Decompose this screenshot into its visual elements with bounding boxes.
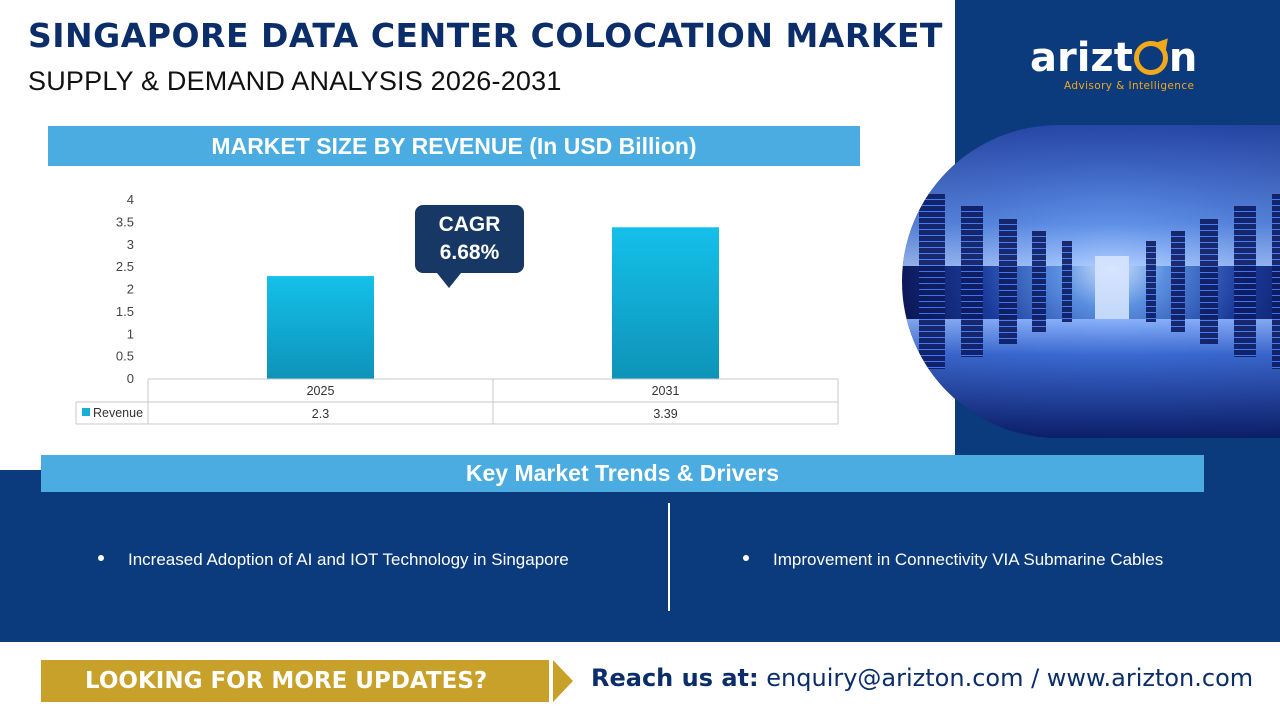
logo-text-prefix: arizt (1030, 35, 1133, 81)
contact-value[interactable]: enquiry@arizton.com / www.arizton.com (766, 664, 1254, 692)
x-category-label: 2031 (652, 384, 680, 398)
logo-target-icon (1133, 41, 1168, 75)
bullet-icon (98, 555, 104, 561)
page-title: SINGAPORE DATA CENTER COLOCATION MARKET (28, 16, 943, 55)
y-tick-label: 0 (127, 371, 134, 386)
data-value-label: 2.3 (312, 407, 329, 421)
trends-heading: Key Market Trends & Drivers (41, 455, 1204, 492)
y-tick-label: 4 (127, 192, 134, 207)
bar-2025 (267, 276, 374, 379)
x-category-label: 2025 (307, 384, 335, 398)
y-tick-label: 3.5 (116, 214, 134, 229)
y-tick-label: 2 (127, 282, 134, 297)
logo-text-suffix: n (1168, 35, 1198, 81)
legend-swatch (82, 408, 90, 416)
server-rack (1061, 240, 1072, 323)
y-tick-label: 1 (127, 326, 134, 341)
data-value-label: 3.39 (653, 407, 677, 421)
contact-line: Reach us at: enquiry@arizton.com / www.a… (591, 664, 1253, 692)
corridor-door (1095, 256, 1129, 320)
photo-floor (902, 319, 1280, 438)
server-rack (998, 218, 1017, 345)
bar-group (267, 227, 719, 379)
bar-2031 (612, 227, 719, 379)
cagr-value: 6.68% (439, 241, 500, 264)
arizton-logo: arizt n Advisory & Intelligence (1030, 38, 1210, 92)
y-axis-ticks: 0 0.5 1 1.5 2 2.5 3 3.5 4 (116, 192, 134, 386)
cta-banner[interactable]: LOOKING FOR MORE UPDATES? (41, 660, 549, 702)
data-center-photo (902, 125, 1280, 438)
y-tick-label: 2.5 (116, 259, 134, 274)
page-subtitle: SUPPLY & DEMAND ANALYSIS 2026-2031 (28, 66, 562, 96)
photo-ceiling (902, 125, 1280, 266)
logo-wordmark: arizt n (1030, 38, 1210, 78)
trend-text: Increased Adoption of AI and IOT Technol… (128, 550, 569, 569)
server-rack (1200, 218, 1219, 345)
contact-label: Reach us at: (591, 664, 759, 692)
server-rack (1233, 206, 1256, 357)
y-tick-label: 3 (127, 237, 134, 252)
logo-tagline: Advisory & Intelligence (1064, 80, 1195, 92)
cagr-label: CAGR (438, 213, 501, 236)
trends-divider (668, 503, 670, 611)
server-rack (1170, 231, 1185, 332)
cagr-callout: CAGR 6.68% (415, 205, 524, 288)
server-rack (918, 193, 945, 370)
cta-arrow-icon (553, 660, 573, 702)
server-rack (1271, 193, 1280, 370)
trend-item: Increased Adoption of AI and IOT Technol… (98, 550, 569, 570)
trends-section (0, 470, 1280, 642)
trend-item: Improvement in Connectivity VIA Submarin… (743, 550, 1163, 570)
server-rack (1032, 231, 1047, 332)
server-rack (1145, 240, 1156, 323)
trend-text: Improvement in Connectivity VIA Submarin… (773, 550, 1164, 569)
y-tick-label: 1.5 (116, 304, 134, 319)
server-rack (960, 206, 983, 357)
revenue-bar-chart: 0 0.5 1 1.5 2 2.5 3 3.5 4 2025 2.3 2031 3.39 Revenue (75, 192, 839, 425)
chart-heading: MARKET SIZE BY REVENUE (In USD Billion) (48, 126, 860, 166)
legend-label: Revenue (93, 406, 143, 420)
y-tick-label: 0.5 (116, 349, 134, 364)
chart-data-table: 2025 2.3 2031 3.39 Revenue (75, 378, 839, 425)
bullet-icon (743, 555, 749, 561)
